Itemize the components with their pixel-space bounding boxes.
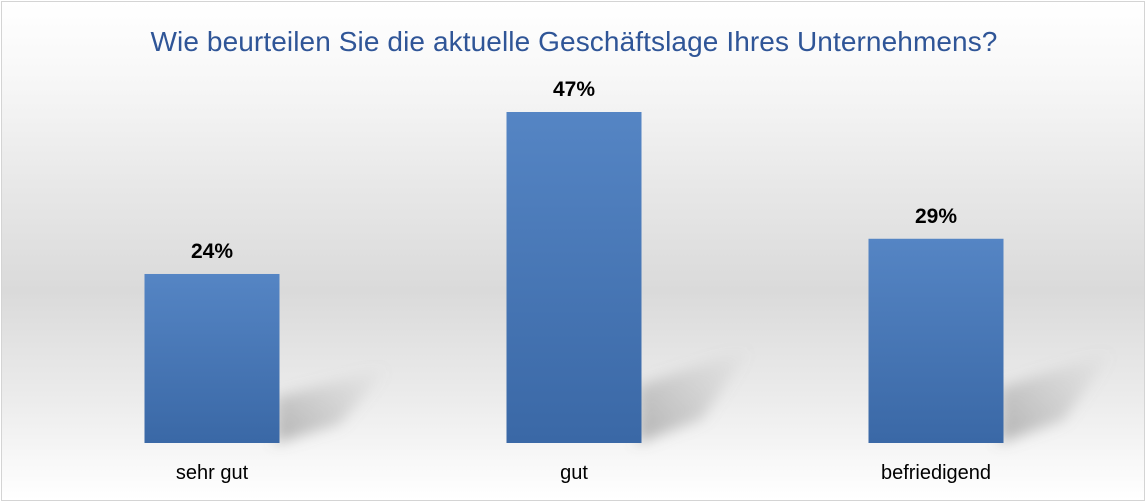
- category-label-2: gut: [560, 462, 588, 484]
- category-label-3: befriedigend: [881, 462, 991, 484]
- bars: [144, 112, 1004, 443]
- bar-shadows: [275, 348, 1114, 443]
- bar-gut: [506, 112, 642, 443]
- category-label-1: sehr gut: [176, 462, 249, 484]
- data-label-2: 47%: [553, 78, 595, 101]
- bar-shadow-1: [275, 366, 390, 443]
- value-labels: 24% 47% 29%: [191, 78, 957, 263]
- bar-sehr-gut: [144, 273, 280, 443]
- bar-shadow-2: [637, 348, 752, 443]
- bar-shadow-3: [999, 351, 1114, 443]
- chart-title: Wie beurteilen Sie die aktuelle Geschäft…: [150, 26, 998, 57]
- data-label-1: 24%: [191, 240, 233, 263]
- category-labels: sehr gut gut befriedigend: [176, 462, 991, 484]
- bar-befriedigend: [868, 238, 1004, 443]
- data-label-3: 29%: [915, 205, 957, 228]
